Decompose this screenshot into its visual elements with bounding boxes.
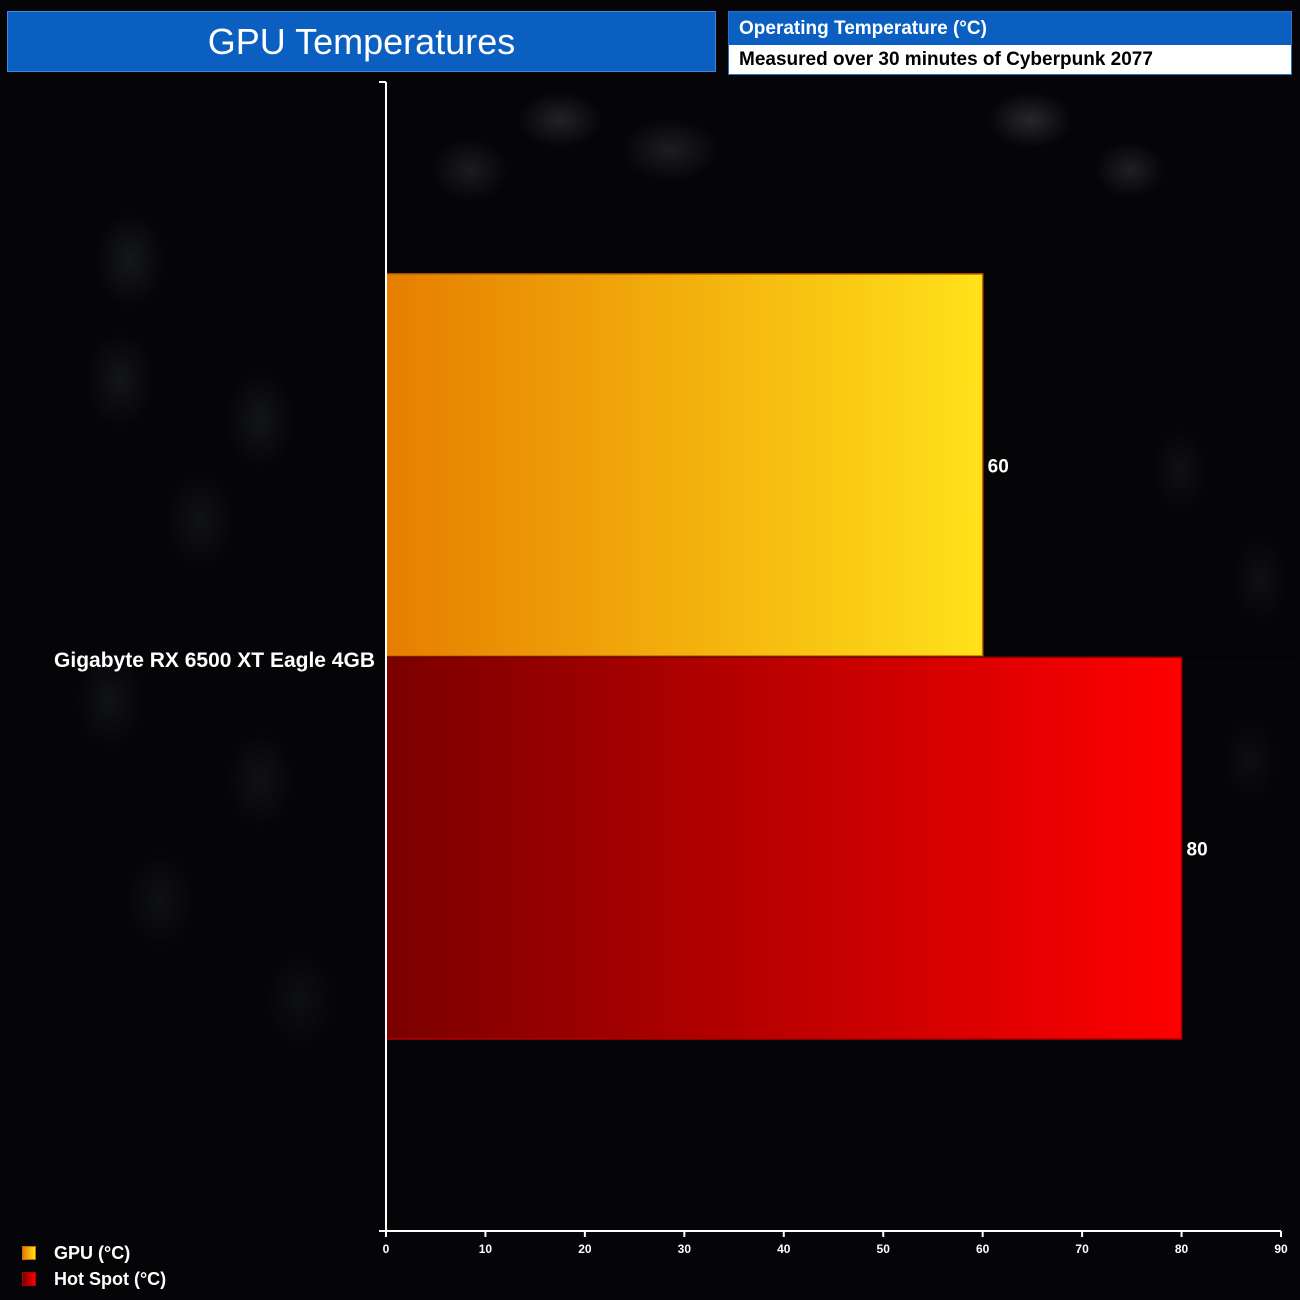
- chart-title: GPU Temperatures: [7, 11, 716, 72]
- data-label-gpu-c: 60: [988, 457, 1009, 478]
- x-tick-label: 50: [877, 1242, 891, 1256]
- subtitle-metric: Operating Temperature (°C): [729, 12, 1291, 45]
- x-tick-label: 20: [578, 1242, 592, 1256]
- legend-swatch-hotspot: [22, 1272, 36, 1286]
- data-label-hot-spot-c: 80: [1187, 840, 1208, 861]
- x-tick-label: 10: [479, 1242, 493, 1256]
- category-label: Gigabyte RX 6500 XT Eagle 4GB: [54, 649, 375, 672]
- legend-label-gpu: GPU (°C): [54, 1242, 131, 1263]
- legend-label-hotspot: Hot Spot (°C): [54, 1268, 167, 1289]
- subtitle-box: Operating Temperature (°C) Measured over…: [728, 11, 1292, 75]
- chart-title-text: GPU Temperatures: [207, 20, 516, 62]
- subtitle-description: Measured over 30 minutes of Cyberpunk 20…: [729, 45, 1291, 74]
- x-tick-label: 30: [678, 1242, 692, 1256]
- legend-item-gpu: GPU (°C): [22, 1240, 166, 1266]
- legend: GPU (°C) Hot Spot (°C): [22, 1240, 166, 1292]
- legend-item-hotspot: Hot Spot (°C): [22, 1266, 166, 1292]
- legend-swatch-gpu: [22, 1246, 36, 1260]
- bar-gpu-c: [385, 273, 984, 657]
- x-tick-label: 90: [1274, 1242, 1288, 1256]
- x-tick-label: 0: [383, 1242, 390, 1256]
- x-tick-label: 70: [1075, 1242, 1089, 1256]
- x-tick-label: 80: [1175, 1242, 1189, 1256]
- bar-hot-spot-c: [385, 656, 1183, 1040]
- x-tick-label: 60: [976, 1242, 990, 1256]
- x-tick-label: 40: [777, 1242, 791, 1256]
